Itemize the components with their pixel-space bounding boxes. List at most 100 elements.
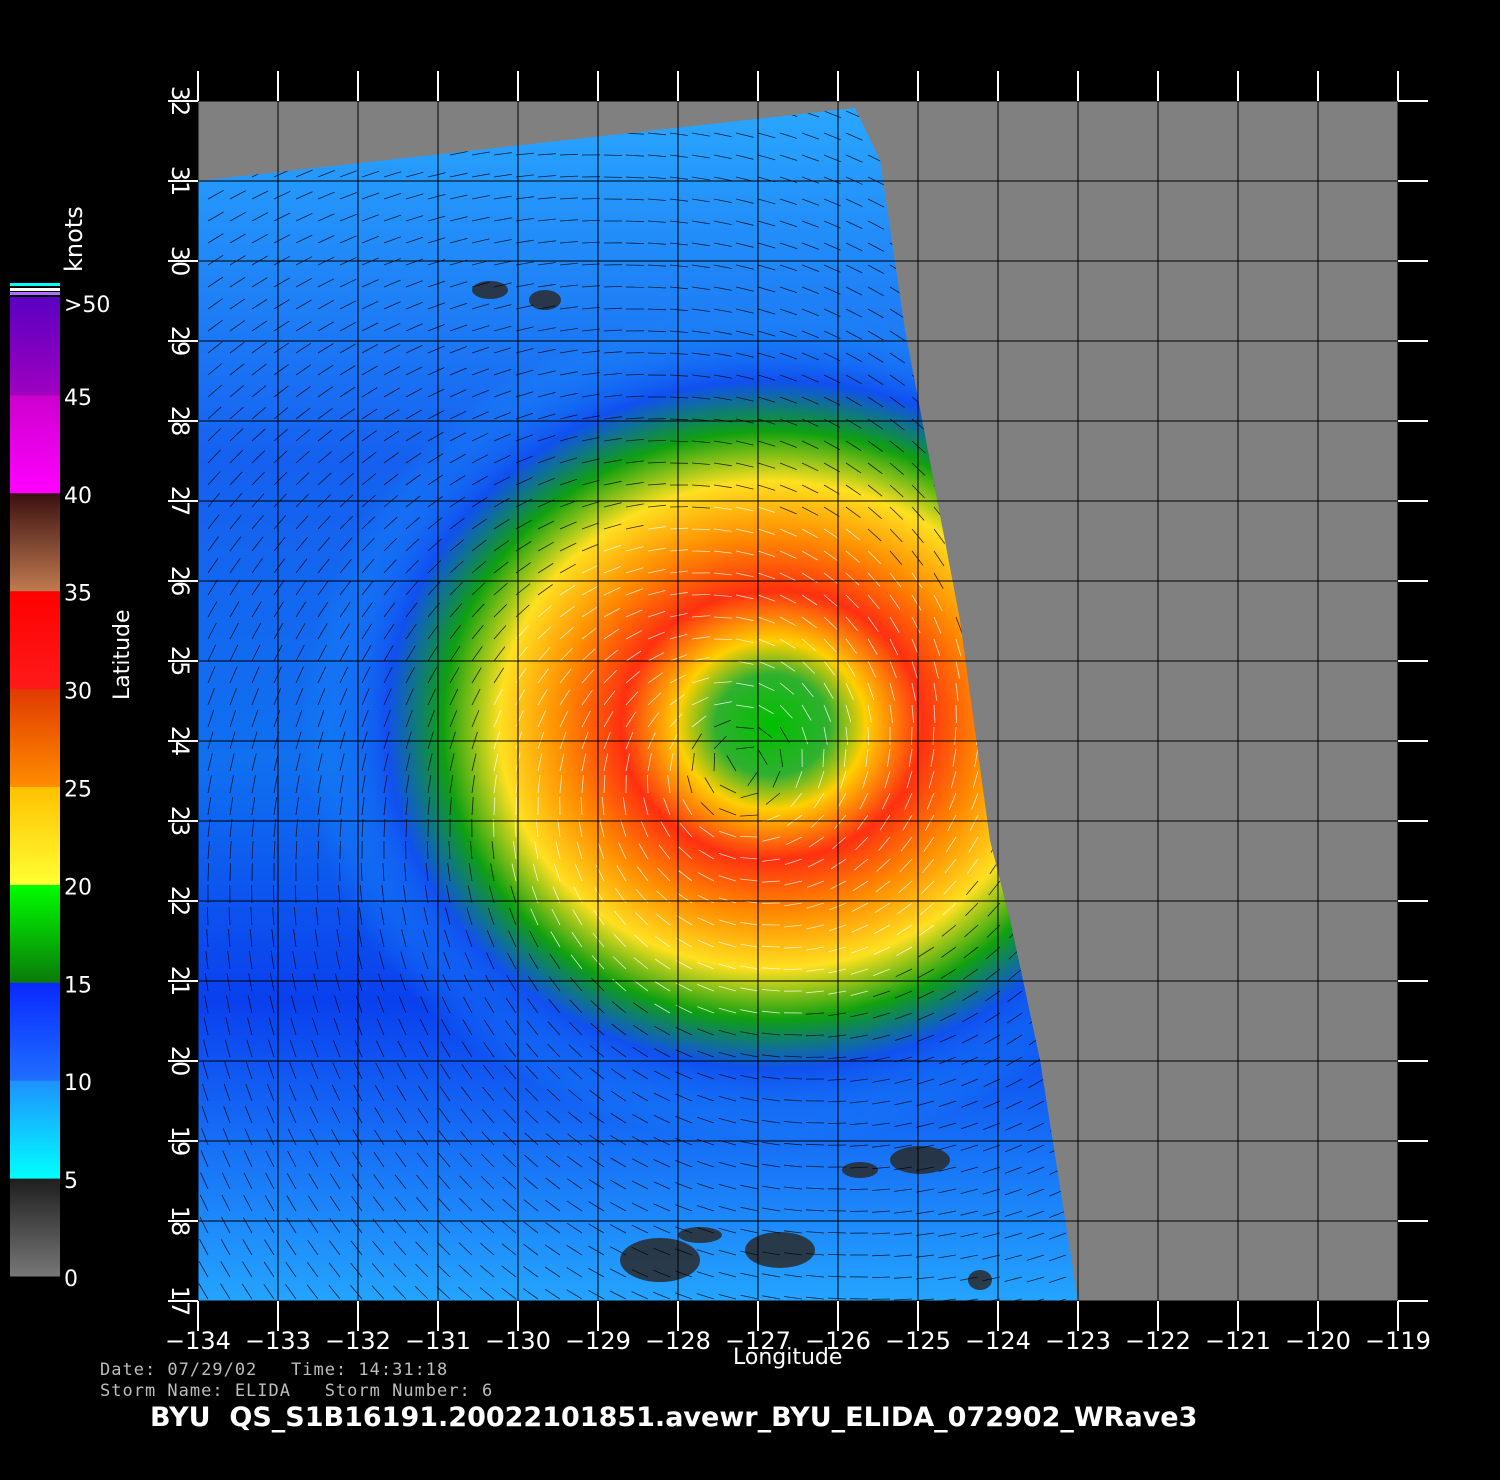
wind-barb	[207, 709, 215, 728]
wind-barb	[609, 1268, 627, 1278]
wind-barb	[740, 1228, 759, 1234]
wind-barb	[449, 710, 458, 728]
wind-barb	[273, 797, 277, 816]
wind-barb	[581, 198, 601, 200]
wind-barb	[757, 374, 776, 381]
wind-barb	[493, 260, 512, 266]
wind-barb	[889, 462, 904, 476]
wind-barb	[581, 307, 600, 310]
wind-barb	[625, 691, 639, 706]
wind-barb	[740, 1053, 759, 1058]
wind-barb	[872, 1188, 891, 1191]
wind-barb	[317, 451, 332, 464]
wind-barb	[566, 1245, 583, 1256]
wind-barb	[872, 1122, 891, 1126]
wind-barb	[416, 1174, 429, 1190]
wind-barb	[911, 440, 926, 454]
wind-barb	[884, 770, 891, 789]
wind-barb	[493, 433, 511, 442]
wind-barb	[735, 374, 754, 380]
wind-barb	[823, 528, 840, 540]
wind-barb	[290, 1017, 297, 1036]
wind-barb	[779, 242, 798, 250]
wind-barb	[867, 682, 875, 701]
wind-barb	[718, 1161, 737, 1168]
wind-barb	[1004, 1254, 1023, 1261]
wind-barb	[313, 973, 319, 992]
wind-barb	[625, 588, 644, 596]
wind-barb	[229, 819, 233, 838]
wind-barb	[515, 326, 534, 332]
wind-barb	[603, 587, 621, 596]
wind-barb	[242, 1239, 253, 1256]
wind-barb	[229, 797, 234, 816]
wind-barb	[747, 770, 759, 787]
wind-barb	[713, 752, 716, 772]
wind-barb	[295, 342, 312, 354]
wind-barb	[757, 506, 776, 513]
wind-barb	[310, 1084, 319, 1102]
wind-barb	[632, 1024, 649, 1036]
wind-barb	[405, 215, 424, 222]
wind-barb	[376, 1018, 385, 1036]
wind-barb	[437, 1219, 451, 1234]
wind-barb	[199, 1238, 209, 1256]
wind-barb	[827, 1253, 847, 1256]
wind-barb	[339, 192, 357, 200]
wind-barb	[524, 1110, 539, 1124]
wind-barb	[273, 709, 281, 728]
wind-barb	[718, 919, 737, 926]
wind-barb	[676, 915, 693, 926]
wind-barb	[536, 819, 539, 838]
wind-barb	[647, 526, 666, 530]
wind-barb	[470, 841, 473, 860]
wind-barb	[894, 1144, 913, 1149]
wind-barb	[740, 1250, 759, 1256]
wind-barb	[229, 428, 244, 442]
wind-barb	[549, 953, 561, 970]
wind-barb	[964, 924, 979, 938]
wind-barb	[267, 1084, 275, 1102]
wind-barb	[581, 479, 600, 486]
wind-barb	[207, 579, 218, 596]
wind-barb	[502, 1154, 517, 1168]
wind-barb	[397, 1040, 407, 1058]
wind-barb	[636, 866, 649, 882]
x-tick-label: −121	[1205, 1327, 1271, 1355]
wind-barb	[916, 1232, 935, 1236]
wind-barb	[654, 981, 671, 992]
wind-barb	[537, 305, 556, 310]
x-tick-label: −128	[645, 1327, 711, 1355]
wind-barb	[383, 516, 398, 530]
wind-barb	[779, 418, 798, 426]
wind-barb	[405, 409, 422, 420]
x-tick-label: −124	[965, 1327, 1031, 1355]
wind-barb	[545, 1155, 561, 1168]
wind-barb	[801, 132, 820, 140]
wind-barb	[566, 1267, 583, 1278]
wind-barb	[801, 330, 819, 339]
wind-barb	[559, 563, 576, 574]
wind-barb	[828, 1056, 847, 1060]
wind-barb	[273, 385, 289, 398]
wind-barb	[383, 753, 389, 772]
wind-barb	[471, 624, 484, 640]
wind-barb	[442, 974, 451, 992]
wind-barb	[229, 406, 244, 420]
wind-barb	[581, 393, 600, 398]
wind-barb	[677, 869, 693, 882]
wind-barb	[199, 1194, 209, 1212]
wind-barb	[425, 863, 429, 882]
wind-barb	[246, 1039, 253, 1058]
wind-barb	[740, 1118, 759, 1124]
wind-barb	[358, 907, 363, 926]
wind-barb	[295, 536, 308, 552]
wind-barb	[268, 1017, 275, 1036]
wind-barb	[559, 689, 571, 706]
wind-barb	[588, 1223, 605, 1234]
wind-barb	[449, 238, 468, 244]
wind-barb	[317, 300, 334, 310]
wind-barb	[251, 579, 263, 596]
wind-barb	[872, 1100, 891, 1105]
wind-barb	[939, 1034, 957, 1043]
